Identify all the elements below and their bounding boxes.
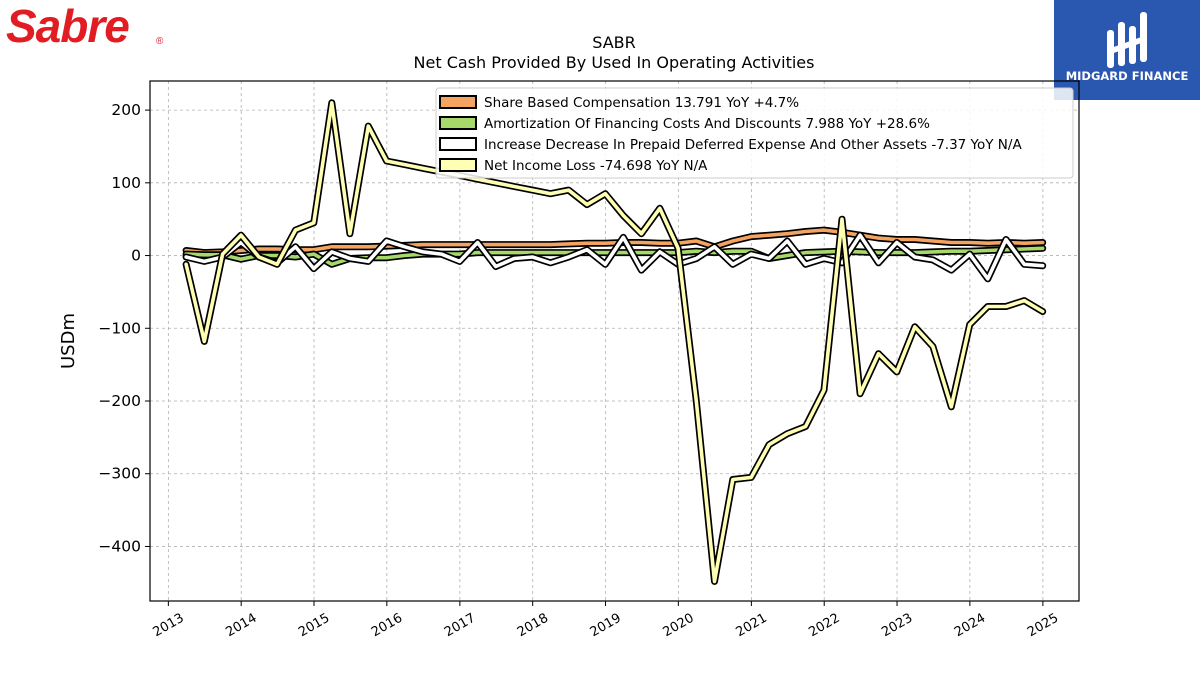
series-3 — [182, 99, 1047, 585]
series-2 — [182, 231, 1047, 283]
legend-label: Share Based Compensation 13.791 YoY +4.7… — [484, 95, 799, 111]
y-tick-label: −100 — [98, 319, 141, 337]
sabre-logo: Sabre ® — [4, 0, 174, 54]
x-tick-label: 2014 — [223, 611, 259, 641]
x-tick-label: 2025 — [1025, 611, 1061, 641]
x-tick-label: 2016 — [369, 611, 405, 641]
x-tick-label: 2022 — [806, 611, 842, 641]
chart-subtitle: Net Cash Provided By Used In Operating A… — [414, 53, 815, 72]
legend-box — [435, 87, 1074, 179]
series-0 — [182, 226, 1047, 257]
x-tick-label: 2013 — [151, 611, 187, 641]
sabre-logo-text: Sabre — [6, 2, 129, 50]
legend-swatch — [439, 158, 477, 172]
y-tick-label: −300 — [98, 465, 141, 483]
y-tick-label: 200 — [111, 101, 141, 119]
sabre-registered-mark: ® — [156, 36, 164, 47]
midgard-emblem-icon — [1107, 12, 1147, 68]
y-tick-label: −200 — [98, 392, 141, 410]
y-axis-label: USDm — [58, 313, 79, 369]
midgard-logo-background — [1054, 0, 1200, 100]
plot-frame — [149, 80, 1080, 602]
x-tick-label: 2017 — [442, 611, 478, 641]
x-tick-label: 2023 — [879, 611, 915, 641]
x-tick-label: 2019 — [588, 611, 624, 641]
sabre-logo-graphic: Sabre ® — [6, 0, 164, 52]
y-tick-label: 0 — [131, 247, 141, 265]
x-tick-label: 2021 — [734, 611, 770, 641]
x-tick-label: 2018 — [515, 611, 551, 641]
midgard-finance-logo-graphic: MIDGARD FINANCE — [1054, 0, 1200, 100]
midgard-logo-text: MIDGARD FINANCE — [1066, 69, 1189, 83]
legend-swatch — [439, 137, 477, 151]
legend-label: Increase Decrease In Prepaid Deferred Ex… — [484, 137, 1022, 153]
y-tick-label: −400 — [98, 537, 141, 555]
legend-swatch — [439, 95, 477, 109]
y-axis: 200 100 0 −100 −200 −300 −400 — [98, 101, 150, 555]
x-tick-label: 2015 — [296, 611, 332, 641]
legend-label: Amortization Of Financing Costs And Disc… — [484, 116, 930, 132]
x-axis: 2013 2014 2015 2016 2017 2018 2019 2020 2021 2022… — [151, 601, 1061, 641]
series-line — [184, 101, 1045, 584]
x-tick-label: 2020 — [661, 611, 697, 641]
series-line — [184, 228, 1045, 255]
x-tick-label: 2024 — [952, 611, 988, 641]
series-layer — [182, 99, 1047, 585]
legend-label: Net Income Loss -74.698 YoY N/A — [484, 158, 708, 174]
chart-title: SABR — [592, 33, 636, 52]
legend-swatch — [439, 116, 477, 130]
series-line — [184, 233, 1045, 281]
y-tick-label: 100 — [111, 174, 141, 192]
legend: Share Based Compensation 13.791 YoY +4.7… — [435, 87, 1074, 179]
midgard-finance-logo: MIDGARD FINANCE — [1054, 0, 1200, 100]
